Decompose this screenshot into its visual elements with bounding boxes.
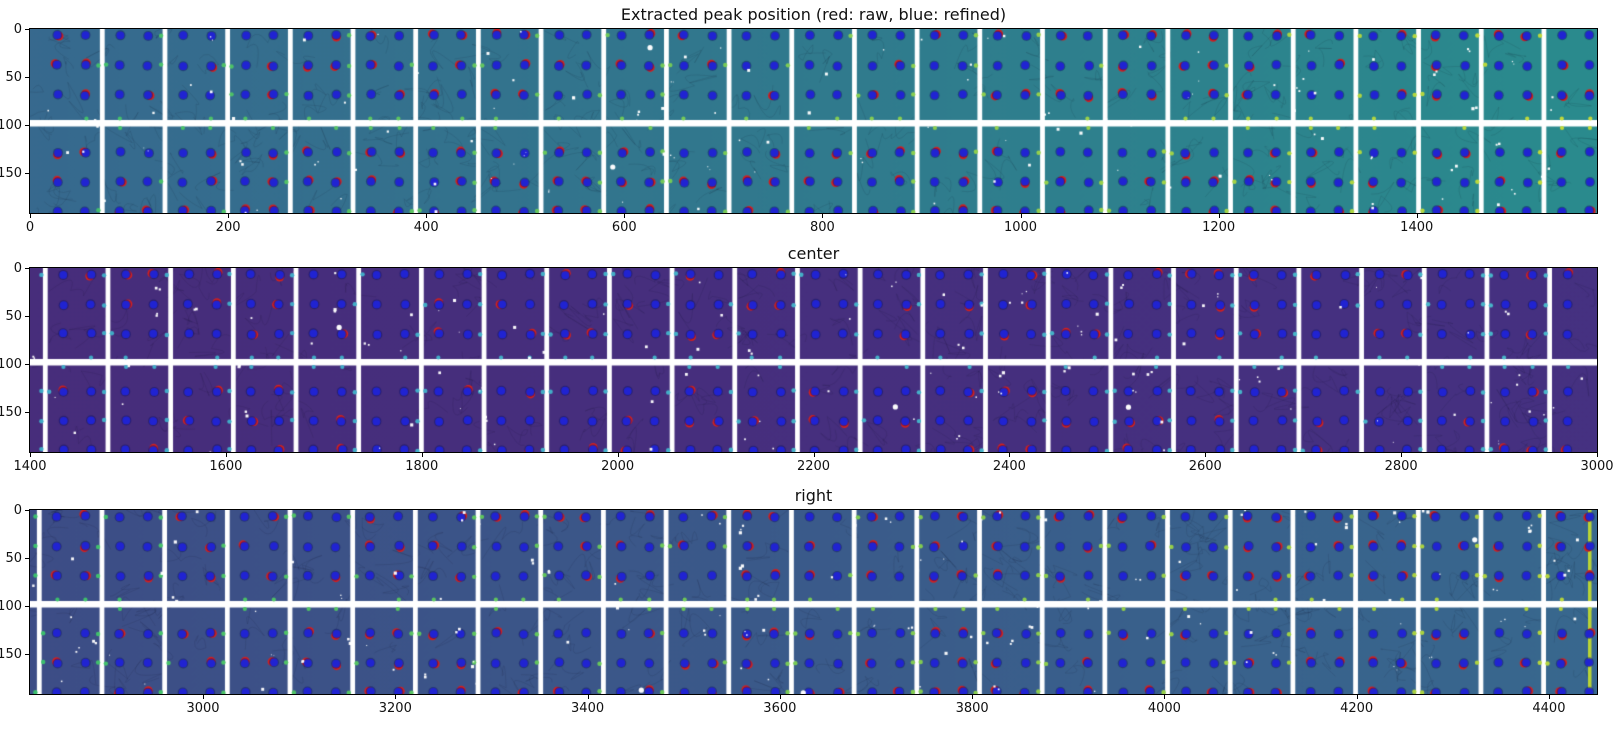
- y-tick-label: 150: [0, 165, 22, 181]
- x-tick-mark: [779, 695, 781, 699]
- x-tick-mark: [1009, 453, 1011, 457]
- x-tick-label: 2600: [1188, 459, 1222, 474]
- x-tick-mark: [30, 214, 31, 218]
- x-tick-mark: [426, 214, 428, 218]
- x-tick-mark: [1164, 695, 1166, 699]
- x-tick-label: 3800: [955, 701, 989, 716]
- x-tick-label: 600: [611, 220, 637, 235]
- y-tick-mark: [25, 557, 29, 559]
- x-tick-mark: [1218, 214, 1220, 218]
- x-tick-label: 3600: [763, 701, 797, 716]
- x-tick-mark: [421, 453, 423, 457]
- x-tick-label: 800: [809, 220, 835, 235]
- y-tick-mark: [25, 363, 29, 365]
- x-tick-mark: [1416, 214, 1418, 218]
- x-tick-mark: [1356, 695, 1358, 699]
- plot-area-right: [29, 509, 1598, 695]
- x-tick-label: 1600: [209, 459, 243, 474]
- x-tick-label: 2800: [1384, 459, 1418, 474]
- y-tick-label: 100: [0, 117, 22, 133]
- detector-image-top: [30, 29, 1597, 213]
- y-tick-mark: [25, 605, 29, 607]
- x-tick-label: 3000: [1580, 459, 1613, 474]
- x-tick-label: 400: [413, 220, 439, 235]
- x-tick-mark: [1020, 214, 1022, 218]
- y-tick-label: 50: [5, 308, 22, 324]
- x-tick-label: 2000: [601, 459, 635, 474]
- x-tick-label: 1200: [1202, 220, 1236, 235]
- y-tick-label: 150: [0, 646, 22, 662]
- x-tick-mark: [225, 453, 227, 457]
- y-tick-mark: [25, 124, 29, 126]
- y-tick-mark: [25, 510, 29, 511]
- x-tick-label: 2200: [796, 459, 831, 474]
- y-tick-mark: [25, 653, 29, 655]
- x-tick-label: 0: [25, 220, 35, 235]
- x-tick-mark: [617, 453, 619, 457]
- subplot-title-right: right: [794, 486, 833, 505]
- x-tick-label: 3200: [378, 701, 412, 716]
- x-tick-mark: [624, 214, 626, 218]
- detector-image-center: [30, 268, 1597, 452]
- subplot-title-center: center: [787, 244, 840, 263]
- x-tick-label: 4200: [1340, 701, 1374, 716]
- y-tick-label: 100: [0, 356, 22, 372]
- x-tick-label: 1000: [1003, 220, 1038, 235]
- x-tick-mark: [587, 695, 589, 699]
- y-tick-label: 100: [0, 598, 22, 614]
- x-tick-mark: [395, 695, 397, 699]
- y-tick-label: 0: [13, 261, 22, 276]
- y-tick-mark: [25, 315, 29, 317]
- x-tick-mark: [1401, 453, 1403, 457]
- y-tick-mark: [25, 411, 29, 413]
- x-tick-mark: [972, 695, 974, 699]
- x-tick-mark: [203, 695, 205, 699]
- detector-image-right: [30, 510, 1597, 694]
- x-tick-label: 200: [215, 220, 241, 235]
- y-tick-label: 0: [13, 503, 22, 518]
- x-tick-mark: [1205, 453, 1207, 457]
- x-tick-label: 3400: [571, 701, 605, 716]
- x-tick-mark: [30, 453, 31, 457]
- y-tick-mark: [25, 268, 29, 269]
- x-tick-label: 1800: [405, 459, 439, 474]
- x-tick-label: 4000: [1147, 701, 1181, 716]
- y-tick-mark: [25, 29, 29, 30]
- y-tick-label: 150: [0, 404, 22, 420]
- x-tick-label: 2400: [992, 459, 1026, 474]
- y-tick-label: 50: [5, 69, 22, 85]
- y-tick-label: 0: [13, 22, 22, 37]
- y-tick-mark: [25, 76, 29, 78]
- plot-area-top: [29, 28, 1598, 214]
- y-tick-label: 50: [5, 550, 22, 566]
- x-tick-mark: [228, 214, 230, 218]
- plot-area-center: [29, 267, 1598, 453]
- x-tick-mark: [1548, 695, 1550, 699]
- x-tick-mark: [822, 214, 824, 218]
- subplot-title-top: Extracted peak position (red: raw, blue:…: [620, 5, 1007, 24]
- x-tick-label: 1400: [13, 459, 47, 474]
- x-tick-mark: [813, 453, 815, 457]
- x-tick-label: 4400: [1532, 701, 1566, 716]
- x-tick-label: 1400: [1400, 220, 1434, 235]
- x-tick-label: 3000: [186, 701, 220, 716]
- x-tick-mark: [1597, 453, 1598, 457]
- y-tick-mark: [25, 172, 29, 174]
